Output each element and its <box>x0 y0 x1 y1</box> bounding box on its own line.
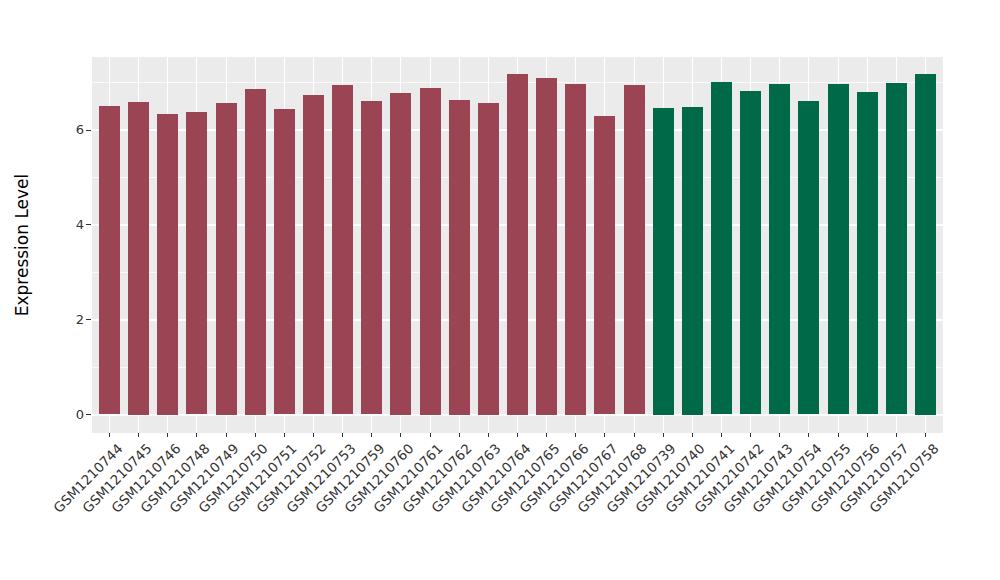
y-tick-label: 2 <box>58 312 84 328</box>
bar <box>99 106 120 415</box>
plot-panel <box>92 57 943 433</box>
bar <box>478 103 499 415</box>
bar <box>769 84 790 414</box>
bar <box>711 82 732 415</box>
x-tick-mark <box>342 433 343 437</box>
x-tick-mark <box>546 433 547 437</box>
x-tick-mark <box>255 433 256 437</box>
bar <box>624 85 645 414</box>
y-axis-title: Expression Level <box>6 57 38 433</box>
bar <box>420 88 441 415</box>
bar <box>798 101 819 415</box>
x-tick-mark <box>226 433 227 437</box>
bar <box>507 74 528 415</box>
x-tick-mark <box>663 433 664 437</box>
x-tick-mark <box>750 433 751 437</box>
y-axis-title-text: Expression Level <box>12 174 32 317</box>
x-tick-mark <box>604 433 605 437</box>
y-tick-label: 6 <box>58 122 84 138</box>
bar <box>274 109 295 415</box>
x-tick-mark <box>867 433 868 437</box>
x-tick-mark <box>779 433 780 437</box>
x-tick-mark <box>634 433 635 437</box>
x-tick-mark <box>313 433 314 437</box>
bar <box>857 92 878 414</box>
expression-bar-chart: Expression Level 0246GSM1210744GSM121074… <box>0 0 1000 580</box>
x-tick-mark <box>896 433 897 437</box>
x-tick-mark <box>400 433 401 437</box>
bar <box>186 112 207 415</box>
x-tick-mark <box>925 433 926 437</box>
x-tick-mark <box>371 433 372 437</box>
bar <box>682 107 703 415</box>
x-tick-mark <box>517 433 518 437</box>
y-tick-mark <box>86 224 91 225</box>
x-tick-mark <box>721 433 722 437</box>
bar <box>449 100 470 414</box>
bar <box>157 114 178 415</box>
bar <box>594 116 615 415</box>
x-tick-mark <box>692 433 693 437</box>
x-tick-mark <box>167 433 168 437</box>
bar <box>303 95 324 414</box>
x-tick-mark <box>284 433 285 437</box>
y-tick-label: 4 <box>58 217 84 233</box>
bar <box>361 101 382 415</box>
bar <box>740 91 761 414</box>
x-tick-mark <box>430 433 431 437</box>
bar <box>536 78 557 415</box>
x-tick-mark <box>196 433 197 437</box>
y-tick-mark <box>86 319 91 320</box>
x-tick-mark <box>838 433 839 437</box>
bar <box>886 83 907 415</box>
bar <box>828 84 849 414</box>
bar <box>915 74 936 414</box>
bar <box>332 85 353 414</box>
bar <box>128 102 149 415</box>
y-tick-mark <box>86 130 91 131</box>
x-tick-mark <box>488 433 489 437</box>
bar <box>245 89 266 414</box>
x-tick-mark <box>138 433 139 437</box>
y-tick-label: 0 <box>58 407 84 423</box>
x-tick-mark <box>459 433 460 437</box>
x-tick-mark <box>575 433 576 437</box>
bar <box>216 103 237 415</box>
x-tick-mark <box>109 433 110 437</box>
bar <box>390 93 411 414</box>
y-tick-mark <box>86 414 91 415</box>
bar <box>565 84 586 415</box>
bar <box>653 108 674 414</box>
x-tick-mark <box>808 433 809 437</box>
